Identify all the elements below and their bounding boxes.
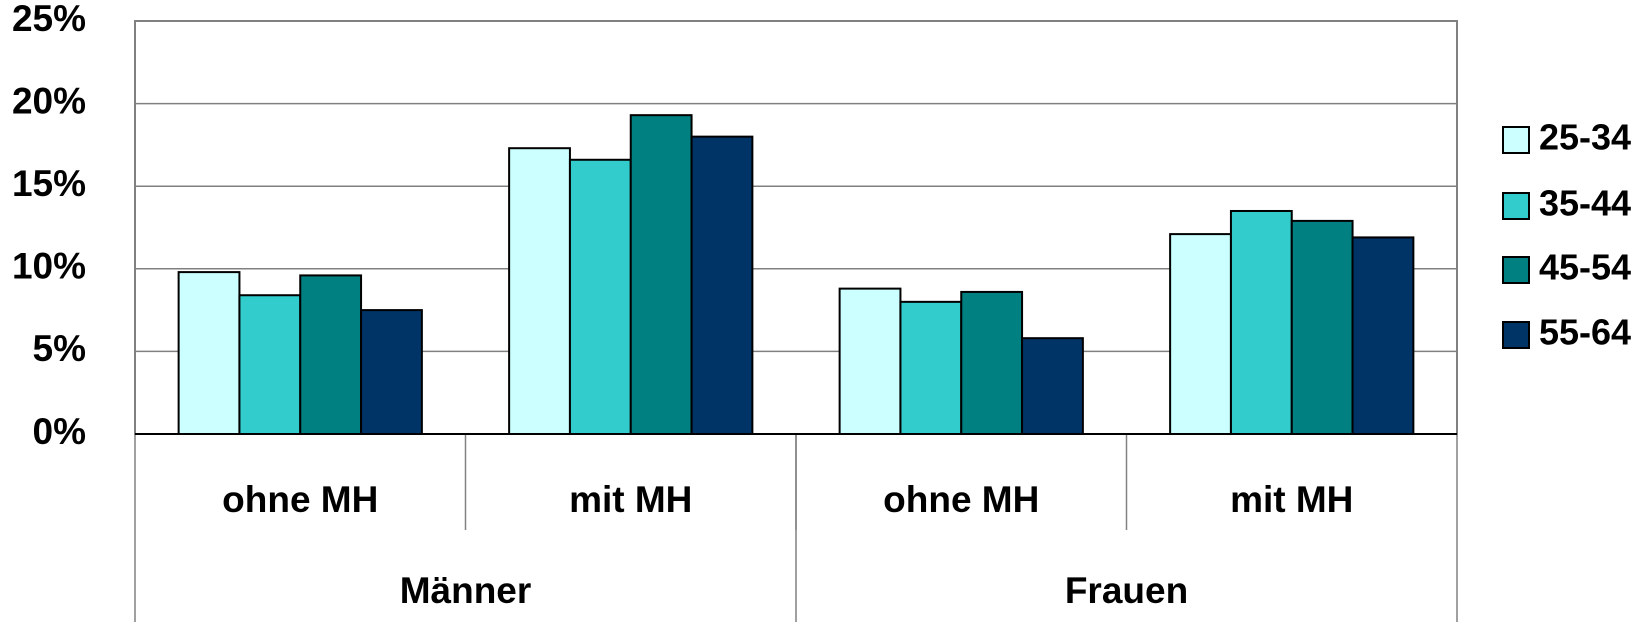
- bar: [360, 309, 423, 436]
- y-tick-label: 25%: [12, 0, 86, 39]
- legend-label: 45-54: [1539, 247, 1631, 288]
- bar: [508, 147, 571, 435]
- legend-swatch: [1502, 321, 1530, 349]
- legend-swatch: [1502, 256, 1530, 284]
- bar: [299, 274, 363, 435]
- legend-label: 35-44: [1539, 183, 1631, 224]
- y-tick-label: 15%: [12, 163, 86, 204]
- legend-swatch: [1502, 126, 1530, 154]
- bar: [568, 158, 632, 435]
- bar: [177, 271, 241, 435]
- bar: [1169, 233, 1232, 435]
- x-tick-label: mit MH: [1230, 479, 1353, 520]
- y-tick-label: 10%: [12, 246, 86, 287]
- x-tick-label: ohne MH: [883, 479, 1039, 520]
- y-tick-label: 0%: [33, 411, 86, 452]
- bar: [1290, 219, 1354, 435]
- bar: [899, 300, 963, 435]
- bar: [960, 290, 1024, 436]
- bar: [690, 135, 754, 435]
- bar: [629, 114, 693, 435]
- bar: [1229, 209, 1293, 435]
- legend-label: 25-34: [1539, 117, 1631, 158]
- bar: [1351, 236, 1415, 435]
- bar: [838, 287, 902, 435]
- bar: [238, 294, 302, 435]
- x-tick-label: mit MH: [569, 479, 692, 520]
- legend-label: 55-64: [1539, 312, 1631, 353]
- y-tick-label: 20%: [12, 80, 86, 121]
- legend-swatch: [1502, 192, 1530, 220]
- bar: [1021, 337, 1084, 435]
- x-tick-label: ohne MH: [222, 479, 378, 520]
- y-tick-label: 5%: [33, 328, 86, 369]
- group-label: Frauen: [1065, 570, 1188, 611]
- group-label: Männer: [400, 570, 532, 611]
